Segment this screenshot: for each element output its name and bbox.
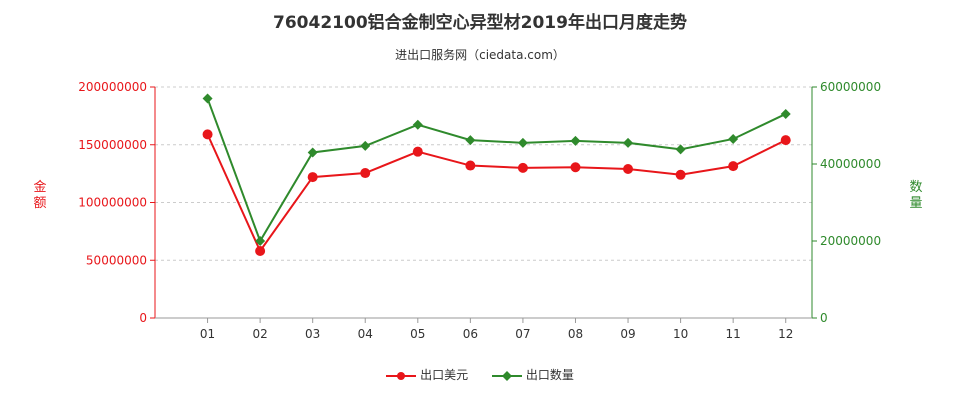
- data-point-export-usd: [570, 162, 581, 173]
- x-tick-label: 09: [620, 327, 635, 341]
- data-point-export-usd: [202, 129, 213, 140]
- data-point-export-usd: [307, 172, 318, 183]
- x-tick-label: 12: [778, 327, 793, 341]
- legend-item-export-usd: 出口美元: [386, 366, 468, 383]
- y-right-tick-label: 20000000: [820, 234, 881, 248]
- data-point-export-qty: [675, 144, 686, 155]
- data-point-export-qty: [412, 119, 423, 130]
- data-point-export-qty: [570, 135, 581, 146]
- data-point-export-qty: [360, 140, 371, 151]
- data-point-export-usd: [255, 246, 266, 257]
- x-tick-label: 01: [200, 327, 215, 341]
- chart-title: 76042100铝合金制空心异型材2019年出口月度走势: [273, 13, 687, 33]
- data-point-export-qty: [780, 108, 791, 119]
- data-point-export-qty: [202, 93, 213, 104]
- legend-label-export-qty: 出口数量: [525, 368, 574, 382]
- data-point-export-usd: [780, 135, 791, 146]
- legend-label-export-usd: 出口美元: [420, 368, 469, 382]
- y-left-tick-label: 0: [139, 311, 147, 325]
- chart-subtitle: 进出口服务网（ciedata.com）: [395, 48, 565, 62]
- x-tick-label: 05: [410, 327, 425, 341]
- data-point-export-qty: [623, 137, 634, 148]
- x-tick-label: 07: [515, 327, 530, 341]
- y-left-tick-label: 200000000: [78, 80, 147, 94]
- data-point-export-qty: [255, 236, 266, 246]
- data-point-export-qty: [307, 147, 318, 158]
- x-tick-label: 02: [252, 327, 267, 341]
- x-tick-label: 10: [673, 327, 688, 341]
- data-point-export-qty: [517, 137, 528, 148]
- x-tick-label: 03: [305, 327, 320, 341]
- series-line-export-usd: [206, 133, 787, 254]
- y-right-tick-label: 40000000: [820, 157, 881, 171]
- y-left-tick-label: 100000000: [78, 196, 147, 210]
- y-left-tick-label: 50000000: [86, 253, 147, 267]
- data-point-export-usd: [623, 164, 634, 175]
- y-left-tick-label: 150000000: [78, 138, 147, 152]
- x-tick-label: 11: [726, 327, 741, 341]
- data-point-export-usd: [412, 146, 423, 157]
- y-right-tick-label: 0: [820, 311, 828, 325]
- data-point-export-qty: [465, 135, 476, 146]
- y-axis-left-label: 金额: [33, 180, 47, 211]
- x-tick-label: 08: [568, 327, 583, 341]
- legend-swatch-export-qty: [491, 370, 522, 381]
- data-point-export-qty: [728, 133, 739, 144]
- x-tick-label: 06: [463, 327, 478, 341]
- legend: 出口美元 出口数量: [0, 366, 960, 383]
- y-axis-right-label: 数量: [909, 180, 923, 211]
- data-point-export-usd: [675, 169, 686, 180]
- data-point-export-usd: [728, 161, 739, 172]
- data-point-export-usd: [465, 160, 476, 171]
- x-tick-label: 04: [358, 327, 373, 341]
- series-line-export-qty: [206, 98, 787, 244]
- data-point-export-usd: [360, 168, 371, 179]
- legend-swatch-export-usd: [386, 371, 417, 380]
- y-right-tick-label: 60000000: [820, 80, 881, 94]
- data-point-export-usd: [517, 162, 528, 173]
- legend-item-export-qty: 出口数量: [491, 366, 574, 383]
